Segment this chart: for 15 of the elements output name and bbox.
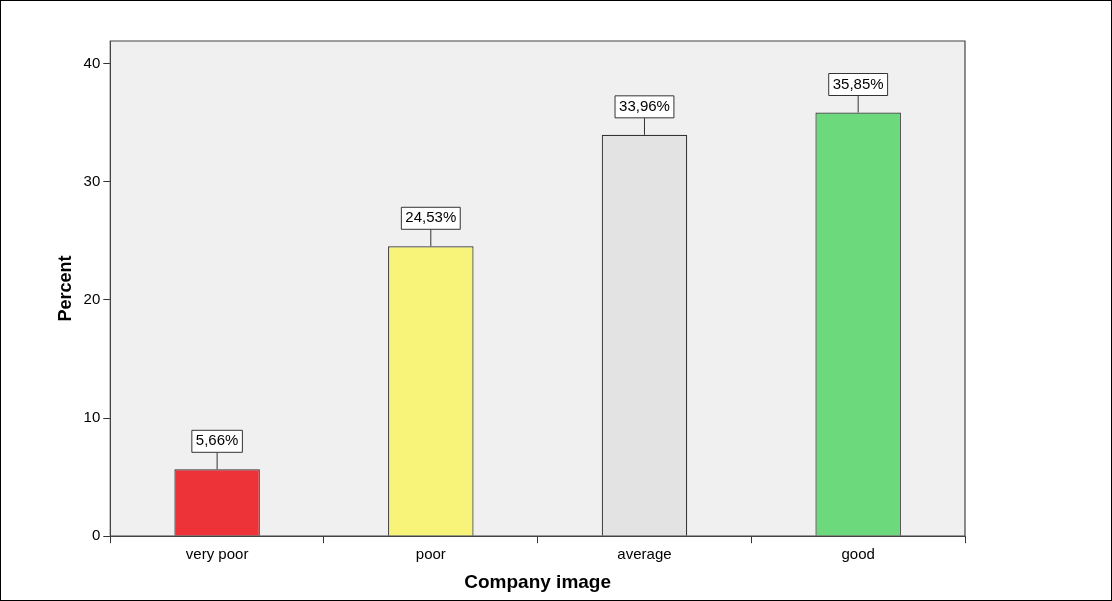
- y-tick-label: 30: [83, 171, 101, 189]
- y-axis-title: Percent: [54, 255, 75, 322]
- y-tick-label: 40: [83, 53, 101, 71]
- data-label: 33,96%: [619, 96, 670, 114]
- y-tick-label: 0: [91, 526, 101, 544]
- data-label: 35,85%: [832, 74, 884, 92]
- x-tick-label: very poor: [185, 545, 249, 563]
- data-label: 5,66%: [195, 431, 239, 449]
- x-axis-title: Company image: [464, 570, 612, 592]
- y-tick-label: 10: [83, 408, 101, 426]
- y-tick-label: 20: [83, 289, 101, 307]
- x-tick-label: poor: [415, 545, 446, 563]
- x-tick-label: good: [841, 545, 875, 563]
- data-label: 24,53%: [405, 208, 457, 226]
- x-tick-label: average: [617, 545, 672, 563]
